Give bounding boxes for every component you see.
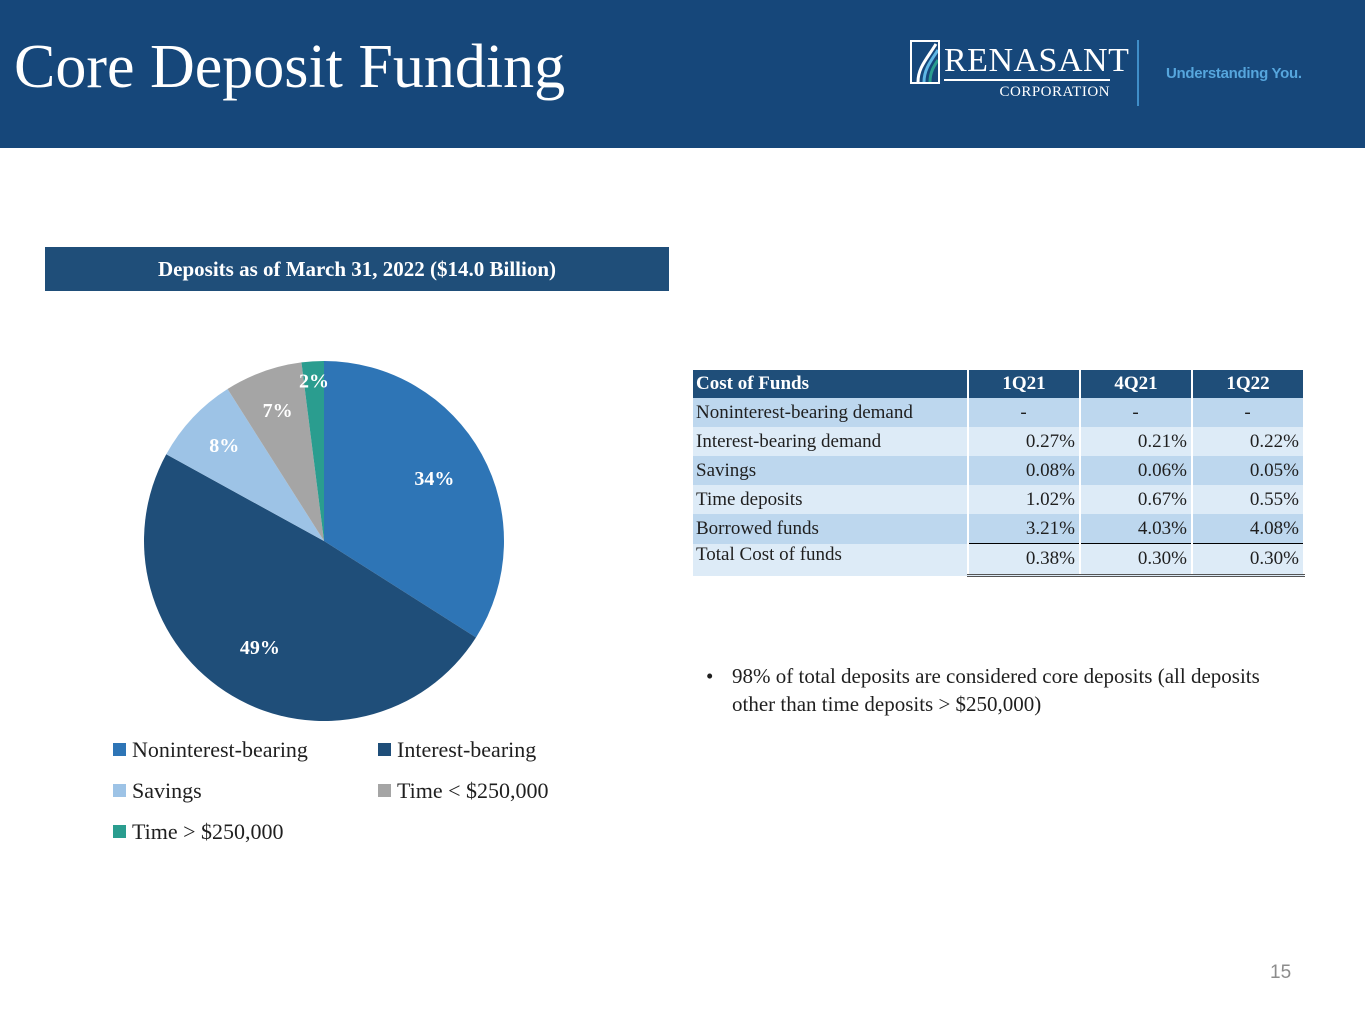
legend-label: Savings bbox=[132, 778, 202, 803]
legend-swatch bbox=[113, 825, 126, 838]
cell-1q21: 0.08% bbox=[968, 456, 1081, 485]
legend-item-time-250-000: Time > $250,000 bbox=[113, 818, 284, 846]
cell-1q22: 0.05% bbox=[1192, 456, 1305, 485]
table-row: Noninterest-bearing demand - - - bbox=[693, 398, 1305, 427]
cell-1q21: 3.21% bbox=[968, 514, 1081, 544]
cell-1q21: 0.27% bbox=[968, 427, 1081, 456]
pie-slice-interest-bearing bbox=[143, 454, 476, 722]
cell-1q22: 0.55% bbox=[1192, 485, 1305, 514]
cell-4q21: 0.30% bbox=[1080, 543, 1193, 577]
logo-rule bbox=[944, 79, 1110, 81]
cell-4q21: 0.06% bbox=[1080, 456, 1193, 485]
logo-subtitle: CORPORATION bbox=[999, 84, 1110, 100]
table-header-4q21: 4Q21 bbox=[1080, 370, 1193, 398]
row-label: Interest-bearing demand bbox=[693, 427, 969, 456]
logo-mark-icon bbox=[910, 40, 940, 84]
table-row: Borrowed funds 3.21% 4.03% 4.08% bbox=[693, 514, 1305, 544]
bullet-text: 98% of total deposits are considered cor… bbox=[732, 664, 1260, 716]
cell-1q22: 0.30% bbox=[1192, 543, 1305, 577]
row-label: Noninterest-bearing demand bbox=[693, 398, 969, 427]
legend-label: Time > $250,000 bbox=[132, 819, 284, 844]
chart-legend: Noninterest-bearing Interest-bearing Savin… bbox=[113, 736, 613, 856]
header-divider bbox=[1137, 40, 1139, 106]
tagline: Understanding You. bbox=[1166, 65, 1302, 82]
table-header-row: Cost of Funds 1Q21 4Q21 1Q22 bbox=[693, 370, 1305, 398]
legend-item-time-250-000: Time < $250,000 bbox=[378, 777, 549, 805]
cell-4q21: - bbox=[1080, 398, 1193, 427]
legend-swatch bbox=[378, 743, 391, 756]
table-header-1q22: 1Q22 bbox=[1192, 370, 1305, 398]
pie-slice-time-250-000 bbox=[227, 362, 324, 541]
row-label: Savings bbox=[693, 456, 969, 485]
table-header-label: Cost of Funds bbox=[693, 370, 969, 398]
cell-1q22: - bbox=[1192, 398, 1305, 427]
page-title: Core Deposit Funding bbox=[14, 33, 566, 101]
company-logo: RENASANT CORPORATION bbox=[910, 38, 1129, 104]
cell-1q21: - bbox=[968, 398, 1081, 427]
pie-label-time-250-000: 7% bbox=[263, 400, 293, 422]
cell-1q21: 0.38% bbox=[968, 543, 1081, 577]
table-row: Savings 0.08% 0.06% 0.05% bbox=[693, 456, 1305, 485]
header-banner: Core Deposit Funding RENASANT CORPORATIO… bbox=[0, 0, 1365, 148]
legend-label: Interest-bearing bbox=[397, 737, 537, 762]
legend-label: Time < $250,000 bbox=[397, 778, 549, 803]
cell-1q22: 0.22% bbox=[1192, 427, 1305, 456]
cell-4q21: 4.03% bbox=[1080, 514, 1193, 544]
table-row: Time deposits 1.02% 0.67% 0.55% bbox=[693, 485, 1305, 514]
logo-name: RENASANT bbox=[944, 42, 1130, 79]
bullet-dot: • bbox=[706, 664, 714, 688]
pie-slice-noninterest-bearing bbox=[324, 361, 505, 638]
row-label: Total Cost of funds bbox=[693, 543, 969, 576]
legend-label: Noninterest-bearing bbox=[132, 737, 308, 762]
cell-4q21: 0.67% bbox=[1080, 485, 1193, 514]
pie-label-time-250-000: 2% bbox=[299, 371, 329, 393]
legend-item-interest-bearing: Interest-bearing bbox=[378, 736, 536, 764]
table-total-row: Total Cost of funds 0.38% 0.30% 0.30% bbox=[693, 543, 1305, 577]
pie-label-savings: 8% bbox=[209, 435, 239, 457]
cell-1q22: 4.08% bbox=[1192, 514, 1305, 544]
legend-item-noninterest-bearing: Noninterest-bearing bbox=[113, 736, 308, 764]
table-header-1q21: 1Q21 bbox=[968, 370, 1081, 398]
table-row: Interest-bearing demand 0.27% 0.21% 0.22… bbox=[693, 427, 1305, 456]
legend-swatch bbox=[113, 743, 126, 756]
chart-title: Deposits as of March 31, 2022 ($14.0 Bil… bbox=[45, 247, 669, 291]
cell-1q21: 1.02% bbox=[968, 485, 1081, 514]
pie-slice-savings bbox=[166, 389, 324, 541]
core-deposits-bullet: • 98% of total deposits are considered c… bbox=[706, 662, 1306, 718]
cell-4q21: 0.21% bbox=[1080, 427, 1193, 456]
cost-of-funds-table: Cost of Funds 1Q21 4Q21 1Q22 Noninterest… bbox=[693, 370, 1305, 577]
pie-label-noninterest-bearing: 34% bbox=[414, 468, 454, 490]
row-label: Time deposits bbox=[693, 485, 969, 514]
legend-item-savings: Savings bbox=[113, 777, 202, 805]
pie-slice-time-250-000 bbox=[301, 361, 324, 541]
page-number: 15 bbox=[1270, 962, 1292, 983]
row-label: Borrowed funds bbox=[693, 514, 969, 544]
legend-swatch bbox=[113, 784, 126, 797]
pie-label-interest-bearing: 49% bbox=[240, 637, 280, 659]
legend-swatch bbox=[378, 784, 391, 797]
